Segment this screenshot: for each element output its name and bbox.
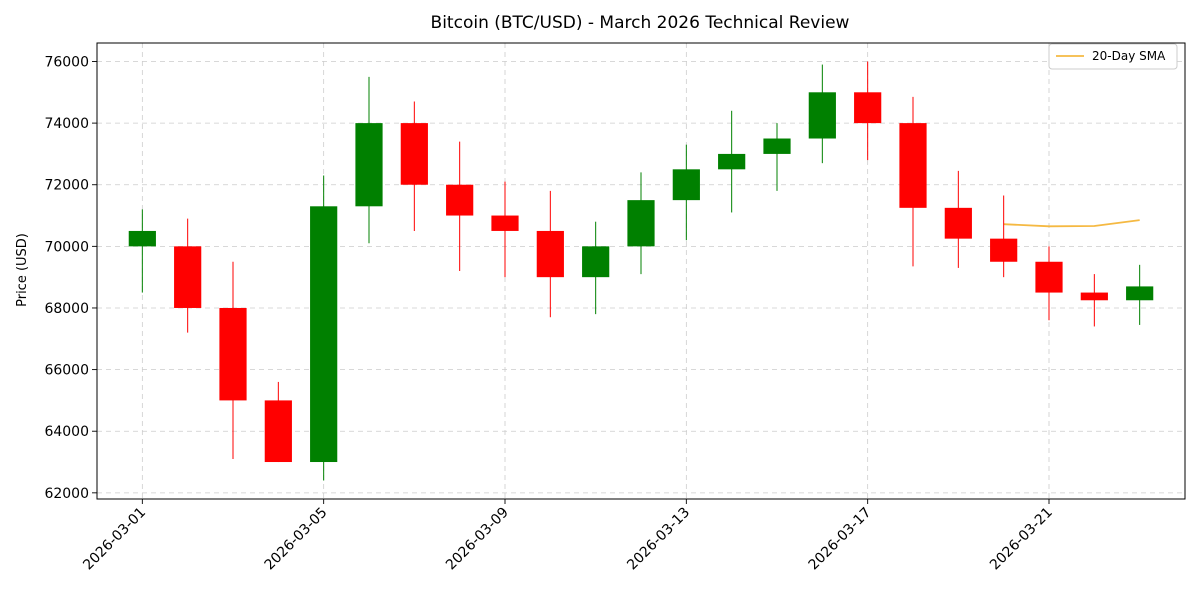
y-tick-label: 62000 [44,486,89,502]
candle-body [1035,261,1063,293]
candle-body [990,238,1018,262]
sma-line [1003,219,1140,228]
candle-body [718,153,746,170]
candle-layer [128,61,1154,481]
candle-body [854,92,882,124]
y-tick-label: 74000 [44,116,89,132]
candle-body [672,169,700,201]
candle-body [944,207,972,239]
y-tick-label: 68000 [44,301,89,317]
candle-body [446,184,474,216]
candle-body [808,92,836,139]
y-tick-label: 76000 [44,54,89,70]
y-axis-label: Price (USD) [15,233,30,307]
candle-body [174,246,202,308]
y-tick-label: 72000 [44,178,89,194]
chart-title: Bitcoin (BTC/USD) - March 2026 Technical… [431,13,850,33]
candle-body [582,246,610,278]
candle-body [491,215,519,231]
y-tick-label: 64000 [44,424,89,440]
y-tick-label: 70000 [44,239,89,255]
y-tick-label: 66000 [44,363,89,379]
candle-body [763,138,791,154]
candle-body [128,230,156,247]
candle-body [536,230,564,278]
candle-body [1080,292,1108,301]
candle-body [264,400,292,463]
y-axis-ticks: 62000 64000 66000 68000 70000 72000 74000 76000 [44,54,97,502]
legend: 20-Day SMA [1048,43,1178,70]
candle-body [219,307,247,401]
plot-frame [96,42,1186,500]
candle-body [627,200,655,247]
candle-body [1126,286,1154,301]
candle-body [400,123,428,185]
legend-box [1048,43,1178,70]
candle-body [355,123,383,207]
candle-body [310,206,338,463]
candle-body [899,123,927,208]
sma-layer [1003,219,1140,228]
legend-label-sma: 20-Day SMA [1092,49,1166,63]
